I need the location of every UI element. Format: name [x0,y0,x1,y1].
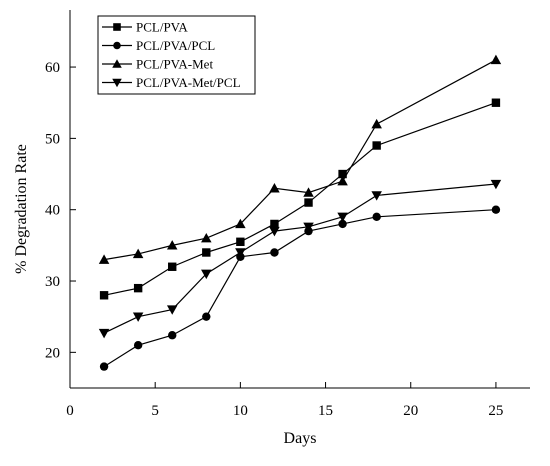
series-layer [98,54,502,371]
data-point [202,312,211,321]
x-tick-label: 5 [151,403,159,419]
x-tick-label: 20 [403,403,418,419]
data-point [337,212,348,223]
y-tick-label: 60 [45,60,60,76]
x-tick-label: 10 [233,403,248,419]
data-point [269,183,280,193]
legend-label: PCL/PVA-Met/PCL [136,75,241,90]
series-3 [98,179,502,339]
data-point [168,331,177,340]
data-point [235,248,246,258]
data-point [133,283,143,293]
data-point [270,248,279,257]
x-tick-label: 25 [488,403,503,419]
data-point [99,362,109,371]
series-line [103,59,497,261]
data-point [490,179,502,190]
data-point [372,141,381,150]
y-tick-label: 50 [45,131,60,147]
data-point [490,54,502,65]
series-1 [99,205,501,371]
data-point [303,187,314,197]
data-point [98,328,110,339]
x-axis-title: Days [284,430,317,447]
data-point [236,237,245,246]
data-point [98,254,110,264]
data-point [132,248,144,259]
data-point [269,226,280,237]
data-point [168,262,177,271]
data-point [201,232,212,243]
data-point [99,291,109,300]
data-point [371,191,382,201]
legend-marker [112,59,122,68]
legend-marker [113,23,121,31]
data-point [202,248,211,257]
legend-label: PCL/PVA/PCL [136,38,215,53]
data-point [235,218,246,229]
y-tick-label: 40 [45,203,60,219]
data-point [338,219,347,229]
legend-marker [112,78,122,88]
data-point [371,118,382,129]
data-point [372,212,381,222]
legend-label: PCL/PVA-Met [136,57,213,72]
data-point [491,205,501,214]
series-line [103,102,497,296]
series-line [103,183,496,334]
data-point [303,222,314,233]
x-tick-label: 15 [318,403,333,419]
legend: PCL/PVA PCL/PVA/PCL PCL/PVA-Met PCL/PVA-Met… [97,15,256,95]
axes-layer: 0 5 10 15 20 25 20 30 40 50 60 Days % Degradation Ra… [13,10,530,447]
y-tick-label: 20 [45,345,60,361]
series-0 [99,98,501,300]
data-point [337,175,348,186]
y-tick-label: 30 [45,274,60,290]
series-2 [98,54,502,264]
x-tick-label: 0 [66,403,74,419]
series-line [103,209,496,368]
data-point [338,169,347,179]
data-point [201,269,212,280]
data-point [133,341,143,350]
legend-marker [113,41,121,50]
y-axis-title: % Degradation Rate [13,144,30,274]
data-point [304,198,313,207]
data-point [270,219,279,229]
data-point [166,240,178,250]
data-point [132,312,144,322]
legend-box [97,15,256,95]
data-point [166,305,178,315]
data-point [491,98,501,107]
legend-label: PCL/PVA [136,20,188,35]
